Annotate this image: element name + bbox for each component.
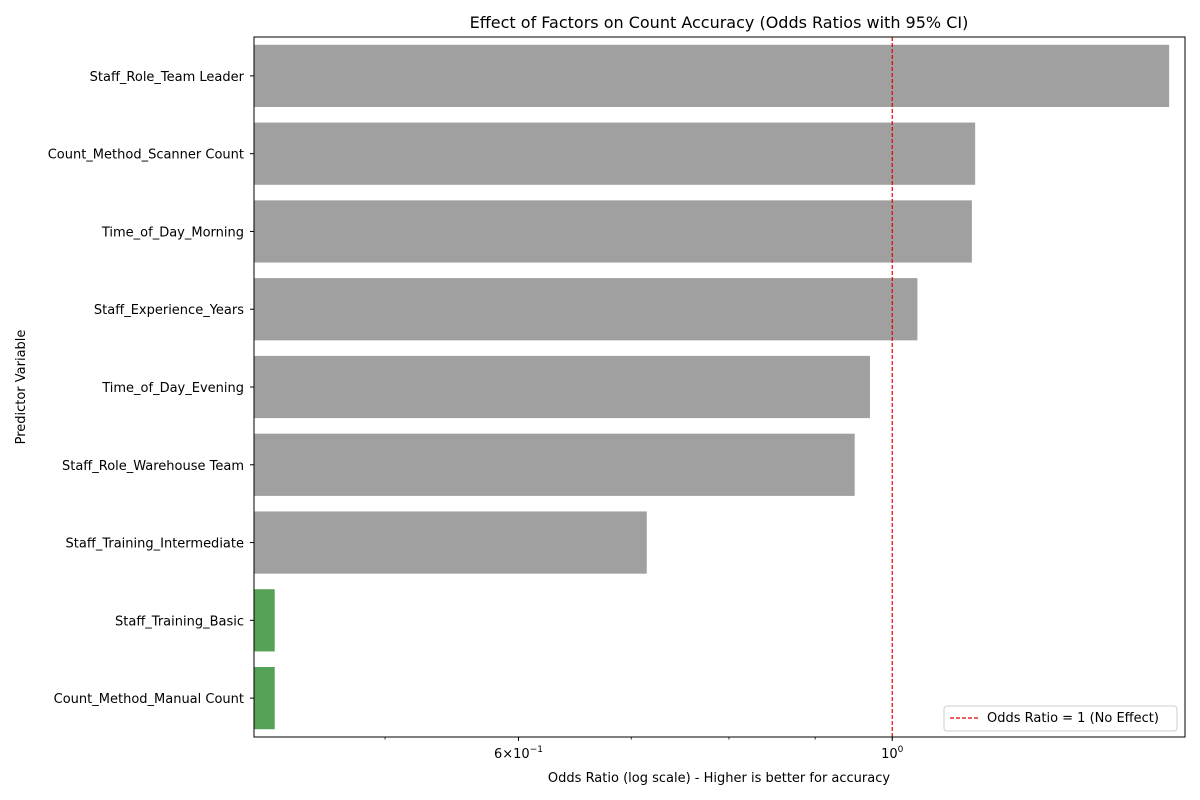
x-tick-label: 100 xyxy=(881,745,904,762)
y-tick-label: Count_Method_Manual Count xyxy=(54,692,244,707)
legend-entry-label: Odds Ratio = 1 (No Effect) xyxy=(987,711,1159,726)
bar-staff-experience-years xyxy=(254,278,918,341)
x-axis-ticks: 6×10−1 100 xyxy=(384,737,904,762)
y-tick-label: Staff_Role_Team Leader xyxy=(90,70,245,85)
bar-staff-role-team-leader xyxy=(254,44,1170,107)
y-tick-label: Time_of_Day_Evening xyxy=(101,381,244,396)
chart-title: Effect of Factors on Count Accuracy (Odd… xyxy=(470,13,969,32)
bar-time-of-day-morning xyxy=(254,200,972,263)
y-tick-label: Staff_Experience_Years xyxy=(94,303,244,318)
y-tick-label: Staff_Role_Warehouse Team xyxy=(62,459,244,474)
bar-time-of-day-evening xyxy=(254,355,870,419)
y-tick-label: Staff_Training_Basic xyxy=(115,614,244,629)
y-axis-label: Predictor Variable xyxy=(14,330,29,445)
x-axis-label: Odds Ratio (log scale) - Higher is bette… xyxy=(548,771,890,786)
bar-staff-role-warehouse-team xyxy=(254,433,855,496)
legend: Odds Ratio = 1 (No Effect) xyxy=(943,705,1178,732)
bar-count-method-scanner-count xyxy=(254,122,976,185)
y-axis-ticks: Staff_Role_Team Leader Count_Method_Scann… xyxy=(48,70,254,707)
bars-layer xyxy=(254,44,1170,730)
legend-box xyxy=(943,705,1178,732)
bar-staff-training-intermediate xyxy=(254,511,647,574)
bar-count-method-manual-count xyxy=(254,667,275,730)
y-tick-label: Time_of_Day_Morning xyxy=(101,225,244,240)
x-tick-label: 6×10−1 xyxy=(494,745,543,762)
bar-staff-training-basic xyxy=(254,589,275,652)
y-tick-label: Count_Method_Scanner Count xyxy=(48,148,244,163)
y-tick-label: Staff_Training_Intermediate xyxy=(66,537,244,552)
